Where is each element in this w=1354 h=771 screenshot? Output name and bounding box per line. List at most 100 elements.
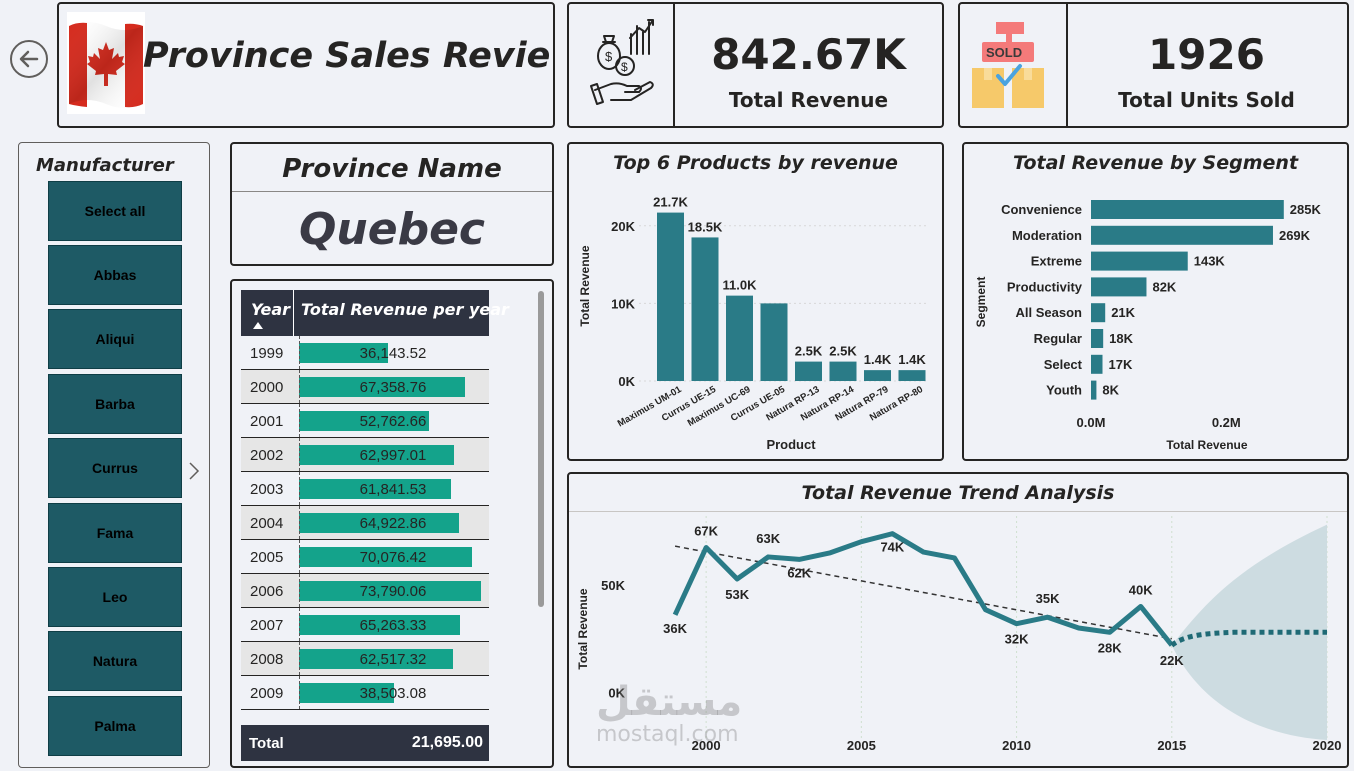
table-row[interactable]: 2004 64,922.86: [241, 506, 489, 540]
segment-bar: [1091, 354, 1103, 374]
table-row[interactable]: 1999 36,143.52: [241, 336, 489, 370]
table-row[interactable]: 2002 62,997.01: [241, 438, 489, 472]
x-axis-title: Total Revenue: [1166, 438, 1247, 452]
top-products-chart: Top 6 Products by revenue 0K 10K 20K 21.7K M…: [567, 142, 944, 461]
chart-title: Total Revenue Trend Analysis: [801, 482, 1115, 504]
bar-data-label: 143K: [1194, 254, 1226, 269]
y-tick-label: 20K: [611, 219, 635, 234]
year-cell: 2002: [250, 447, 284, 464]
table-row[interactable]: 2008 62,517.32: [241, 642, 489, 676]
x-tick-label: 2010: [1002, 738, 1031, 753]
year-cell: 2000: [250, 379, 284, 396]
svg-text:$: $: [621, 60, 628, 74]
column-header-year[interactable]: Year: [251, 300, 291, 319]
y-tick-label: 0K: [608, 686, 625, 701]
money-hand-icon: $ $: [575, 4, 675, 126]
kpi-total-revenue: $ $ 842.67K Total Revenue: [567, 2, 944, 128]
bar-data-label: 11.0K: [723, 278, 758, 293]
bar-data-label: 21K: [1111, 305, 1135, 320]
point-data-label: 67K: [694, 524, 718, 539]
arrow-left-icon: [19, 50, 39, 68]
point-data-label: 32K: [1005, 632, 1029, 647]
table-row[interactable]: 2003 61,841.53: [241, 472, 489, 506]
bar-data-label: 18K: [1109, 331, 1133, 346]
segment-bar: [1091, 225, 1273, 245]
point-data-label: 63K: [756, 531, 780, 546]
table-scrollbar[interactable]: [538, 291, 544, 607]
manufacturer-slicer: Manufacturer Select all Abbas Aliqui Bar…: [18, 142, 210, 768]
year-cell: 2003: [250, 481, 284, 498]
product-bar: [657, 212, 684, 381]
slicer-item-natura[interactable]: Natura: [48, 631, 182, 691]
x-tick-label: 2015: [1157, 738, 1186, 753]
y-tick-label: Convenience: [1001, 202, 1082, 217]
revenue-trend-plot: 2000 2005 2010 2015 2020 0K 50K 36K 67K 53K 63K 62K…: [576, 516, 1341, 753]
year-cell: 2008: [250, 651, 284, 668]
product-bar: [829, 361, 857, 381]
revenue-per-year-table: Year Total Revenue per year 1999 36,143.5…: [230, 279, 554, 768]
chart-title: Top 6 Products by revenue: [613, 152, 898, 174]
total-units-label: Total Units Sold: [1118, 88, 1295, 112]
bar-data-label: 2.5K: [795, 344, 823, 359]
table-row[interactable]: 2000 67,358.76: [241, 370, 489, 404]
slicer-item-fama[interactable]: Fama: [48, 503, 182, 563]
year-cell: 2007: [250, 617, 284, 634]
kpi-total-units: SOLD 1926 Total Units Sold: [958, 2, 1349, 128]
y-axis-title: Segment: [974, 277, 988, 328]
segment-plot: 0.0M 0.2M Convenience 285K Moderation 269K Ext…: [974, 200, 1322, 452]
point-data-label: 74K: [880, 540, 904, 555]
revenue-cell: 62,517.32: [359, 651, 427, 668]
revenue-data-bar: [299, 683, 394, 703]
bar-data-label: 285K: [1290, 202, 1322, 217]
bar-data-label: 269K: [1279, 228, 1311, 243]
x-tick-label: 2000: [692, 738, 721, 753]
revenue-trend-chart: Total Revenue Trend Analysis 2000 2005 201…: [567, 472, 1349, 768]
slicer-item-currus[interactable]: Currus: [48, 438, 182, 498]
trend-line: [674, 545, 1172, 640]
slicer-item-aliqui[interactable]: Aliqui: [48, 309, 182, 369]
segment-chart: Total Revenue by Segment 0.0M 0.2M Conveni…: [962, 142, 1349, 461]
sort-ascending-icon: [253, 322, 263, 329]
slicer-item-abbas[interactable]: Abbas: [48, 245, 182, 305]
revenue-cell: 52,762.66: [359, 413, 427, 430]
y-tick-label: Select: [1044, 357, 1083, 372]
chart-title: Total Revenue by Segment: [1012, 152, 1299, 174]
x-axis-title: Product: [766, 437, 816, 452]
revenue-data-bar: [299, 649, 454, 669]
revenue-cell: 67,358.76: [359, 379, 427, 396]
table-total-row: Total 21,695.00: [241, 725, 489, 761]
slicer-item-select-all[interactable]: Select all: [48, 181, 182, 241]
revenue-cell: 36,143.52: [359, 345, 427, 362]
header-card: Province Sales Review: [57, 2, 555, 128]
point-data-label: 53K: [725, 587, 749, 602]
slicer-item-barba[interactable]: Barba: [48, 374, 182, 434]
year-cell: 1999: [250, 345, 284, 362]
revenue-cell: 65,263.33: [359, 617, 427, 634]
point-data-label: 35K: [1036, 591, 1060, 606]
y-tick-label: Moderation: [1012, 228, 1082, 243]
table-row[interactable]: 2006 73,790.06: [241, 574, 489, 608]
back-button[interactable]: [10, 40, 48, 78]
revenue-data-bar: [299, 615, 460, 635]
bar-data-label: 21.7K: [653, 195, 688, 210]
province-name-value: Quebec: [299, 204, 485, 255]
slicer-item-palma[interactable]: Palma: [48, 696, 182, 756]
forecast-line: [1170, 629, 1327, 648]
table-row[interactable]: 2007 65,263.33: [241, 608, 489, 642]
table-row[interactable]: 2005 70,076.42: [241, 540, 489, 574]
table-row[interactable]: 2001 52,762.66: [241, 404, 489, 438]
segment-bar: [1091, 380, 1097, 400]
column-header-revenue[interactable]: Total Revenue per year: [301, 300, 509, 319]
product-bar: [864, 370, 891, 381]
table-row[interactable]: 2009 38,503.08: [241, 676, 489, 710]
product-bar: [795, 361, 822, 381]
total-revenue-label: Total Revenue: [728, 88, 889, 112]
canada-flag-icon: [67, 12, 145, 114]
slicer-item-leo[interactable]: Leo: [48, 567, 182, 627]
bar-data-label: 82K: [1152, 279, 1176, 294]
revenue-data-bar: [299, 411, 429, 431]
revenue-cell: 61,841.53: [359, 481, 427, 498]
chevron-right-icon[interactable]: [187, 461, 201, 481]
watermark-arabic: مستقل: [596, 679, 743, 725]
